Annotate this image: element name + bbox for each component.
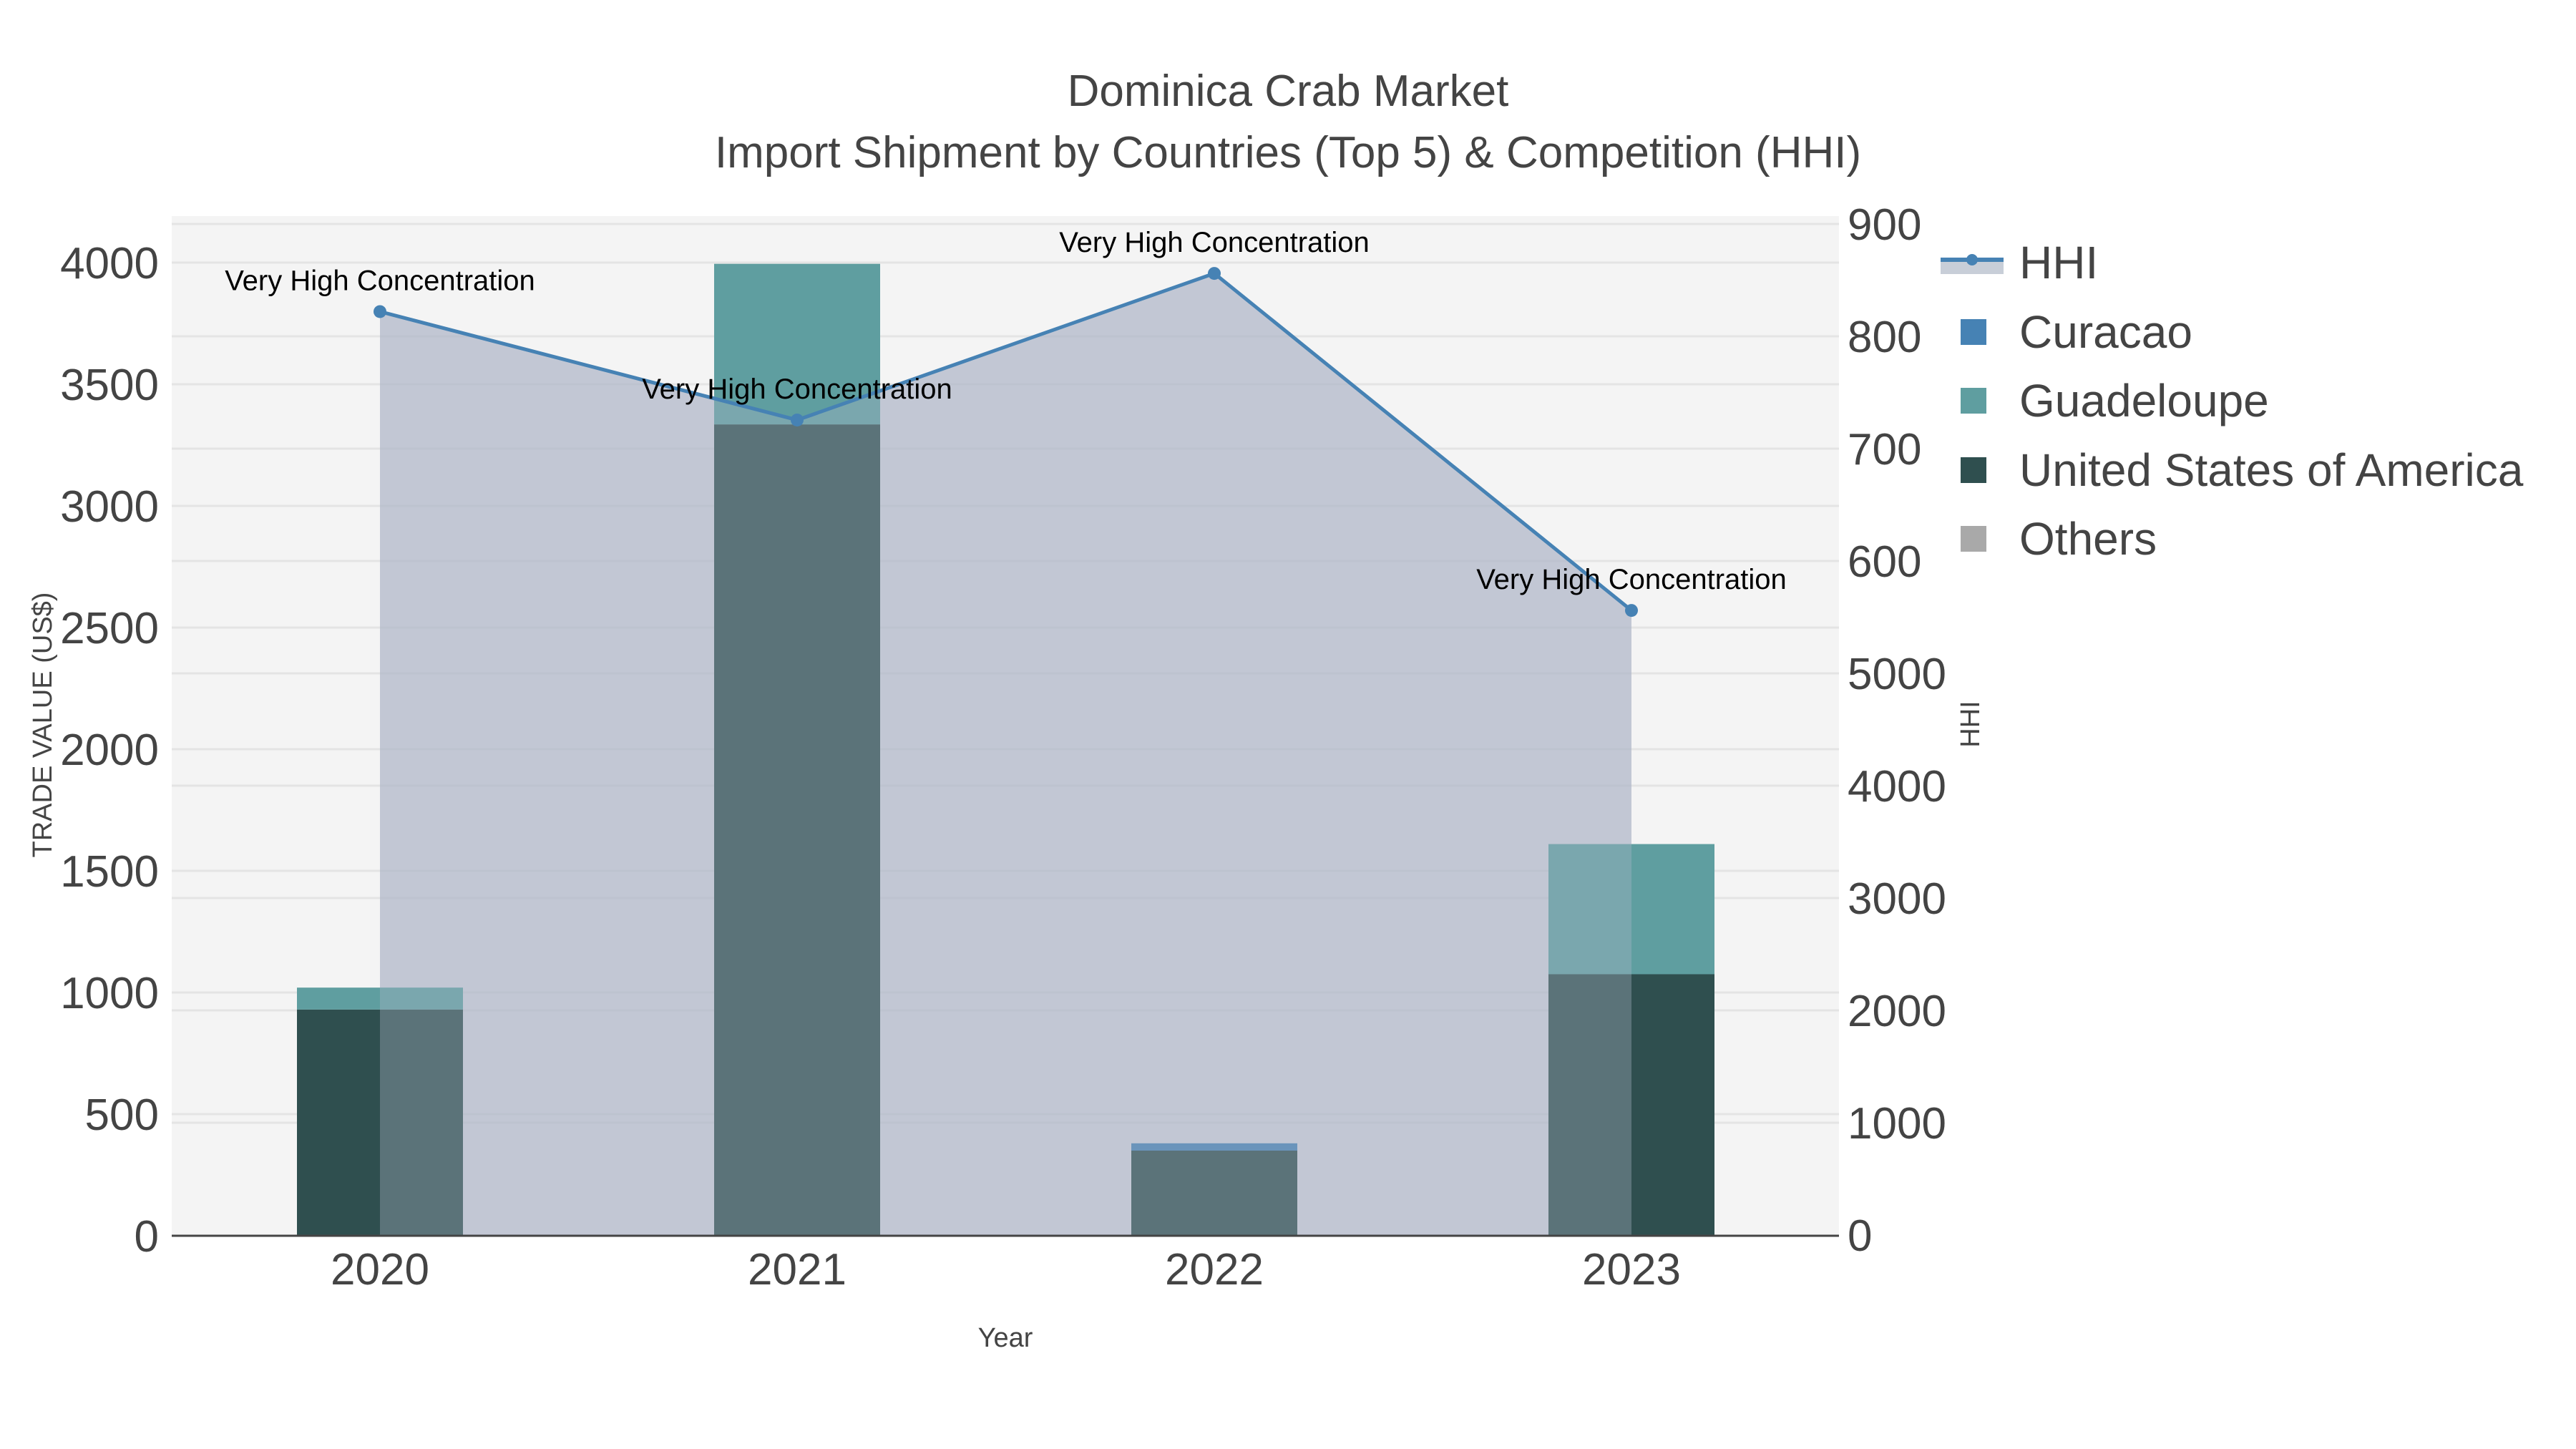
y-tick-label: 3500 [60, 361, 159, 410]
y2-tick-label: 2000 [1848, 987, 1946, 1036]
legend-item-hhi: HHI [1941, 237, 2098, 288]
y2-tick-label: 600 [1848, 537, 1921, 587]
hhi-line [374, 267, 1638, 618]
y2-tick-label: 1000 [1848, 1099, 1946, 1148]
hhi-marker-2023 [1625, 604, 1638, 618]
y-axis-title: TRADE VALUE (US$) [28, 592, 58, 858]
hhi-marker-2022 [1208, 267, 1221, 280]
legend-label: Curacao [2019, 306, 2192, 358]
hhi-marker-2021 [791, 413, 804, 426]
y-tick-label: 1000 [60, 969, 159, 1018]
y-axis-right: 0 1000 2000 3000 4000 5000 600 700 800 900 [1848, 200, 1946, 1261]
annotation-2022: Very High Concentration [1059, 227, 1370, 258]
y-tick-label: 0 [135, 1212, 159, 1262]
y-tick-label: 3000 [60, 482, 159, 532]
y-tick-label: 4000 [60, 239, 159, 288]
x-axis-title: Year [978, 1323, 1033, 1353]
y-tick-label: 500 [85, 1091, 159, 1140]
bar-united-states-of-america-2023 [1548, 974, 1714, 1236]
y-axis-left: 0 500 1000 1500 2000 2500 3000 3500 4000 [60, 239, 159, 1262]
legend-item-others: Others [1961, 513, 2157, 565]
x-tick-label: 2022 [1165, 1245, 1264, 1294]
bar-united-states-of-america-2020 [297, 1009, 463, 1236]
y-tick-label: 2500 [60, 604, 159, 653]
bar-united-states-of-america-2021 [714, 424, 880, 1236]
hhi-area-fill [380, 273, 1631, 1236]
y-tick-label: 2000 [60, 726, 159, 775]
hhi-area-overlay [380, 273, 1631, 1236]
chart-subtitle: Import Shipment by Countries (Top 5) & C… [715, 128, 1861, 177]
legend-hhi-marker-icon [1966, 254, 1978, 265]
x-tick-label: 2020 [331, 1245, 429, 1294]
y2-tick-label: 700 [1848, 425, 1921, 474]
y2-tick-label: 3000 [1848, 874, 1946, 924]
x-axis: 2020 2021 2022 2023 [331, 1245, 1681, 1294]
annotations: Very High Concentration Very High Concent… [225, 227, 1787, 595]
legend-label: HHI [2019, 237, 2098, 288]
y2-tick-label: 800 [1848, 313, 1921, 362]
hhi-marker-2020 [374, 305, 386, 318]
bar-united-states-of-america-2022 [1131, 1151, 1297, 1236]
legend-item-united-states-of-america: United States of America [1961, 444, 2524, 496]
y2-tick-label: 900 [1848, 200, 1921, 250]
annotation-2023: Very High Concentration [1476, 564, 1787, 595]
y2-axis-title: HHI [1956, 701, 1986, 747]
bar-curacao-2022 [1131, 1143, 1297, 1151]
hhi-area [380, 273, 1631, 1236]
hhi-line-path [379, 271, 1633, 613]
legend-hhi-area-swatch [1941, 260, 2004, 274]
x-tick-label: 2023 [1582, 1245, 1681, 1294]
x-tick-label: 2021 [748, 1245, 847, 1294]
legend-item-guadeloupe: Guadeloupe [1961, 375, 2269, 426]
bar-guadeloupe-2023 [1548, 844, 1714, 975]
chart-title-group: Dominica Crab Market Import Shipment by … [715, 67, 1861, 177]
bar-guadeloupe-2021 [714, 263, 880, 425]
legend-swatch-icon [1961, 457, 1986, 483]
bar-series [297, 263, 1714, 1236]
annotation-2020: Very High Concentration [225, 265, 535, 296]
y2-tick-label: 4000 [1848, 762, 1946, 811]
legend-label: United States of America [2019, 444, 2524, 496]
bar-guadeloupe-2020 [297, 987, 463, 1010]
y2-tick-label: 0 [1848, 1211, 1872, 1261]
legend-swatch-icon [1961, 319, 1986, 345]
legend: HHI Curacao Guadeloupe United States of Ame… [1941, 237, 2524, 565]
legend-swatch-icon [1961, 526, 1986, 552]
legend-label: Others [2019, 513, 2157, 565]
annotation-2021: Very High Concentration [642, 374, 952, 405]
y-tick-label: 1500 [60, 847, 159, 897]
legend-swatch-icon [1961, 388, 1986, 414]
legend-item-curacao: Curacao [1961, 306, 2192, 358]
chart-title: Dominica Crab Market [1068, 67, 1509, 116]
y2-tick-label: 5000 [1848, 650, 1946, 699]
legend-label: Guadeloupe [2019, 375, 2269, 426]
